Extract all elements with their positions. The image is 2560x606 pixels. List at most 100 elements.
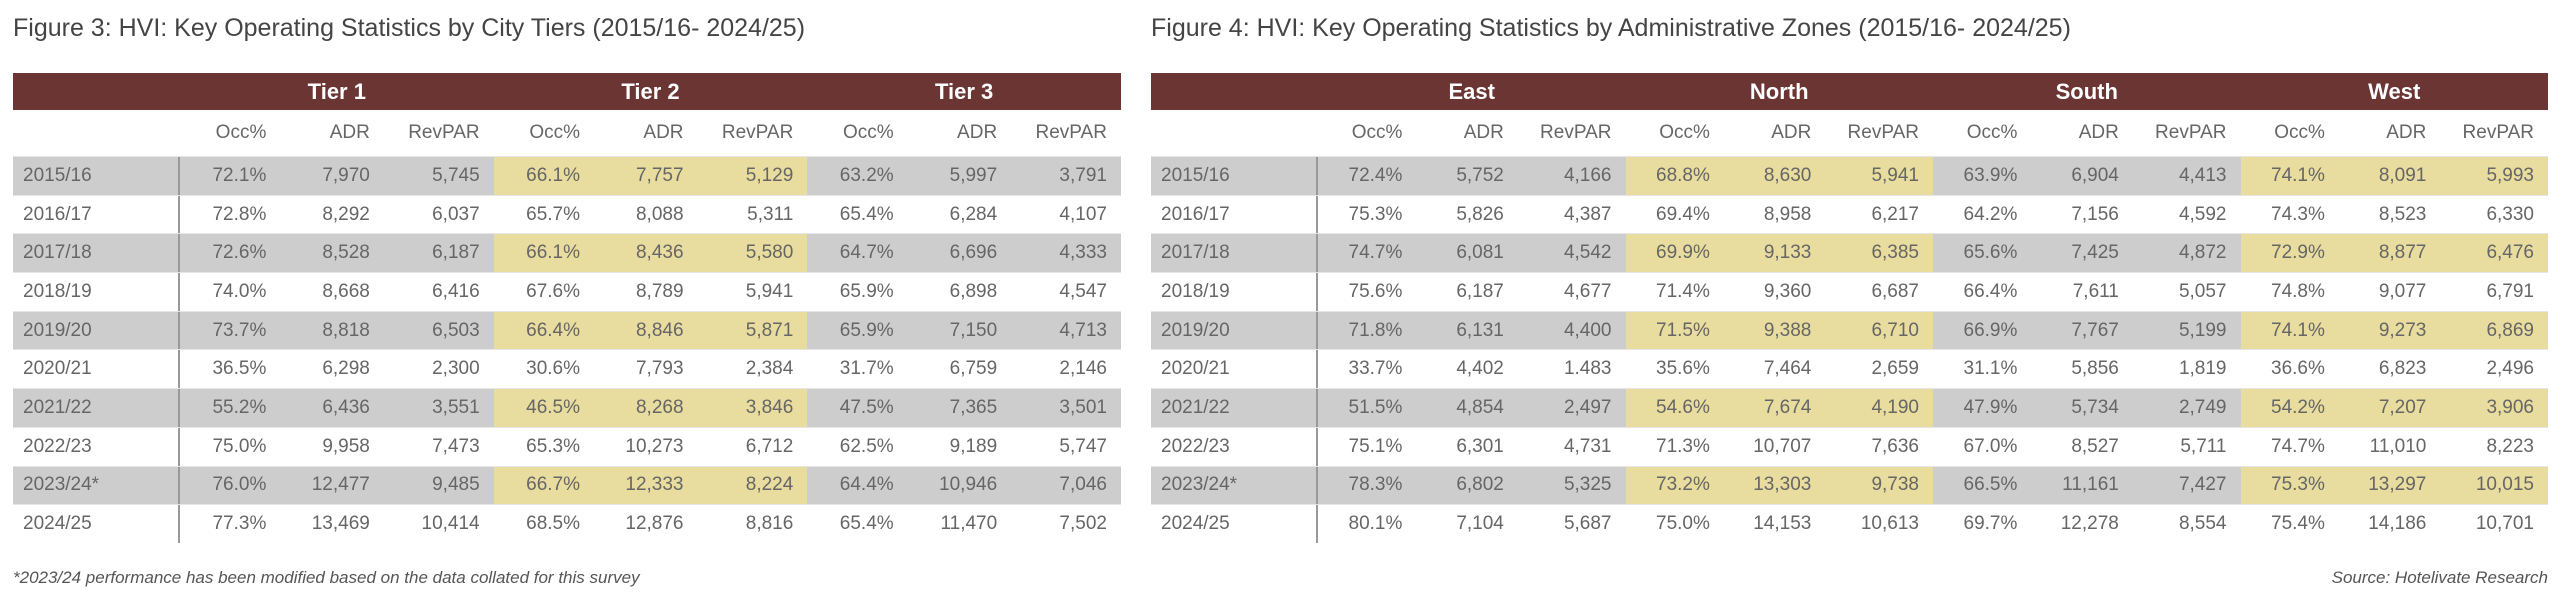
- row-group-cells: 69.9% 9,133 6,385: [1625, 234, 1933, 273]
- row-group-cells: 54.2% 7,207 3,906: [2240, 389, 2548, 427]
- table-cell: 2,659: [1871, 358, 1919, 380]
- table-cell: 2,146: [1059, 358, 1107, 380]
- row-group-cells: 64.4% 10,946 7,046: [807, 466, 1121, 505]
- table-row: 2021/22 55.2% 6,436 3,551 46.5% 8,268 3,846 47.…: [13, 388, 1121, 427]
- table-cell: 8,958: [1763, 203, 1812, 225]
- row-group-cells: 69.4% 8,958 6,217: [1626, 196, 1934, 234]
- table-cell: 8,223: [2486, 435, 2534, 457]
- column-header-adr: ADR: [957, 122, 998, 143]
- table-cell: 6,301: [1456, 435, 1504, 457]
- table-cell: 63.9%: [1963, 164, 2018, 186]
- table-cell: 68.5%: [526, 513, 581, 535]
- row-group-cells: 65.7% 8,088 5,311: [494, 196, 808, 234]
- table-cell: 71.3%: [1656, 435, 1710, 457]
- table-cell: 9,133: [1763, 242, 1812, 264]
- row-year: 2015/16: [13, 157, 180, 195]
- column-header-occ-pct: Occ%: [842, 122, 894, 143]
- table-cell: 51.5%: [1348, 396, 1403, 418]
- row-group-cells: 80.1% 7,104 5,687: [1318, 505, 1626, 543]
- table-cell: 47.9%: [1963, 396, 2018, 418]
- table-cell: 6,416: [432, 280, 480, 302]
- table-cell: 12,477: [311, 474, 370, 496]
- table-cell: 4,731: [1563, 435, 1612, 457]
- band-spacer: [13, 73, 180, 110]
- row-group-cells: 30.6% 7,793 2,384: [494, 350, 808, 388]
- table-cell: 6,712: [745, 435, 794, 457]
- table-cell: 75.3%: [2271, 474, 2325, 496]
- table-cell: 8,527: [2071, 435, 2119, 457]
- table-cell: 35.6%: [1656, 358, 1710, 380]
- column-header-adr: ADR: [1463, 122, 1504, 143]
- table-cell: 66.5%: [1963, 474, 2018, 496]
- table-cell: 8,789: [635, 280, 684, 302]
- table-cell: 65.9%: [839, 280, 894, 302]
- table-cell: 4,542: [1563, 242, 1612, 264]
- table-cell: 64.7%: [839, 242, 894, 264]
- table-cell: 5,129: [745, 164, 794, 186]
- table-cell: 4,190: [1871, 396, 1919, 418]
- row-year: 2015/16: [1151, 157, 1318, 195]
- table-cell: 10,946: [939, 474, 998, 496]
- table-cell: 67.0%: [1963, 435, 2018, 457]
- row-group-cells: 65.4% 6,284 4,107: [807, 196, 1121, 234]
- group-header: Tier 2: [621, 78, 680, 104]
- table-row: 2021/22 51.5% 4,854 2,497 54.6% 7,674 4,190 47.…: [1151, 388, 2548, 427]
- table-cell: 14,153: [1753, 513, 1812, 535]
- table-cell: 7,425: [2071, 242, 2119, 264]
- group-header: South: [2055, 78, 2118, 104]
- column-header-row: Occ% ADR RevPAR Occ% ADR RevPAR Occ% ADR RevPAR: [13, 110, 1121, 156]
- table-cell: 7,207: [2378, 396, 2427, 418]
- table-row: 2024/25 80.1% 7,104 5,687 75.0% 14,153 10,613 6…: [1151, 504, 2548, 543]
- table-cell: 36.5%: [212, 358, 267, 380]
- table-cell: 14,186: [2368, 513, 2427, 535]
- table-cell: 66.4%: [1963, 280, 2018, 302]
- table-cell: 73.2%: [1656, 474, 1710, 496]
- column-header-group: Occ% ADR RevPAR: [1933, 110, 2241, 156]
- table-cell: 8,877: [2378, 242, 2427, 264]
- table-cell: 8,523: [2378, 203, 2427, 225]
- column-header-adr: ADR: [643, 122, 684, 143]
- admin-zones-table: East North South West Occ% ADR RevPAR Occ% ADR Re…: [1151, 73, 2548, 543]
- row-group-cells: 76.0% 12,477 9,485: [180, 466, 494, 505]
- table-cell: 65.3%: [526, 435, 581, 457]
- source-note: Source: Hotelivate Research: [2331, 568, 2548, 587]
- table-cell: 65.7%: [526, 203, 581, 225]
- table-cell: 76.0%: [212, 474, 267, 496]
- table-row: 2018/19 75.6% 6,187 4,677 71.4% 9,360 6,687 66.…: [1151, 272, 2548, 311]
- row-year: 2019/20: [1151, 311, 1318, 350]
- table-cell: 2,496: [2486, 358, 2534, 380]
- table-cell: 5,747: [1059, 435, 1107, 457]
- table-cell: 6,436: [322, 396, 370, 418]
- table-cell: 66.9%: [1963, 319, 2018, 341]
- table-cell: 9,388: [1763, 319, 1812, 341]
- row-group-cells: 55.2% 6,436 3,551: [180, 389, 494, 427]
- table-cell: 5,325: [1563, 474, 1612, 496]
- row-group-cells: 47.9% 5,734 2,749: [1933, 389, 2241, 427]
- table-cell: 4,854: [1456, 396, 1504, 418]
- row-group-cells: 74.1% 9,273 6,869: [2240, 311, 2548, 350]
- table-cell: 1,819: [2178, 358, 2227, 380]
- row-group-cells: 65.4% 11,470 7,502: [807, 505, 1121, 543]
- table-cell: 9,273: [2378, 319, 2427, 341]
- row-group-cells: 54.6% 7,674 4,190: [1625, 389, 1933, 427]
- row-group-cells: 67.6% 8,789 5,941: [494, 273, 808, 311]
- row-group-cells: 69.7% 12,278 8,554: [1933, 505, 2241, 543]
- table-cell: 8,088: [635, 203, 684, 225]
- column-header-adr: ADR: [329, 122, 370, 143]
- table-cell: 4,387: [1563, 203, 1612, 225]
- row-year: 2024/25: [13, 505, 180, 543]
- row-group-cells: 66.7% 12,333 8,224: [493, 466, 808, 505]
- table-cell: 74.1%: [2271, 164, 2325, 186]
- table-row: 2018/19 74.0% 8,668 6,416 67.6% 8,789 5,941 65.…: [13, 272, 1121, 311]
- row-year: 2017/18: [1151, 234, 1318, 273]
- table-cell: 72.1%: [212, 164, 267, 186]
- table-cell: 8,630: [1763, 164, 1812, 186]
- table-cell: 75.3%: [1348, 203, 1403, 225]
- table-cell: 7,970: [322, 164, 370, 186]
- table-cell: 8,554: [2178, 513, 2227, 535]
- row-group-cells: 72.1% 7,970 5,745: [180, 157, 494, 195]
- table-cell: 6,385: [1871, 242, 1919, 264]
- figure-3-title: Figure 3: HVI: Key Operating Statistics …: [13, 14, 806, 42]
- table-cell: 4,872: [2178, 242, 2227, 264]
- row-group-cells: 74.8% 9,077 6,791: [2241, 273, 2549, 311]
